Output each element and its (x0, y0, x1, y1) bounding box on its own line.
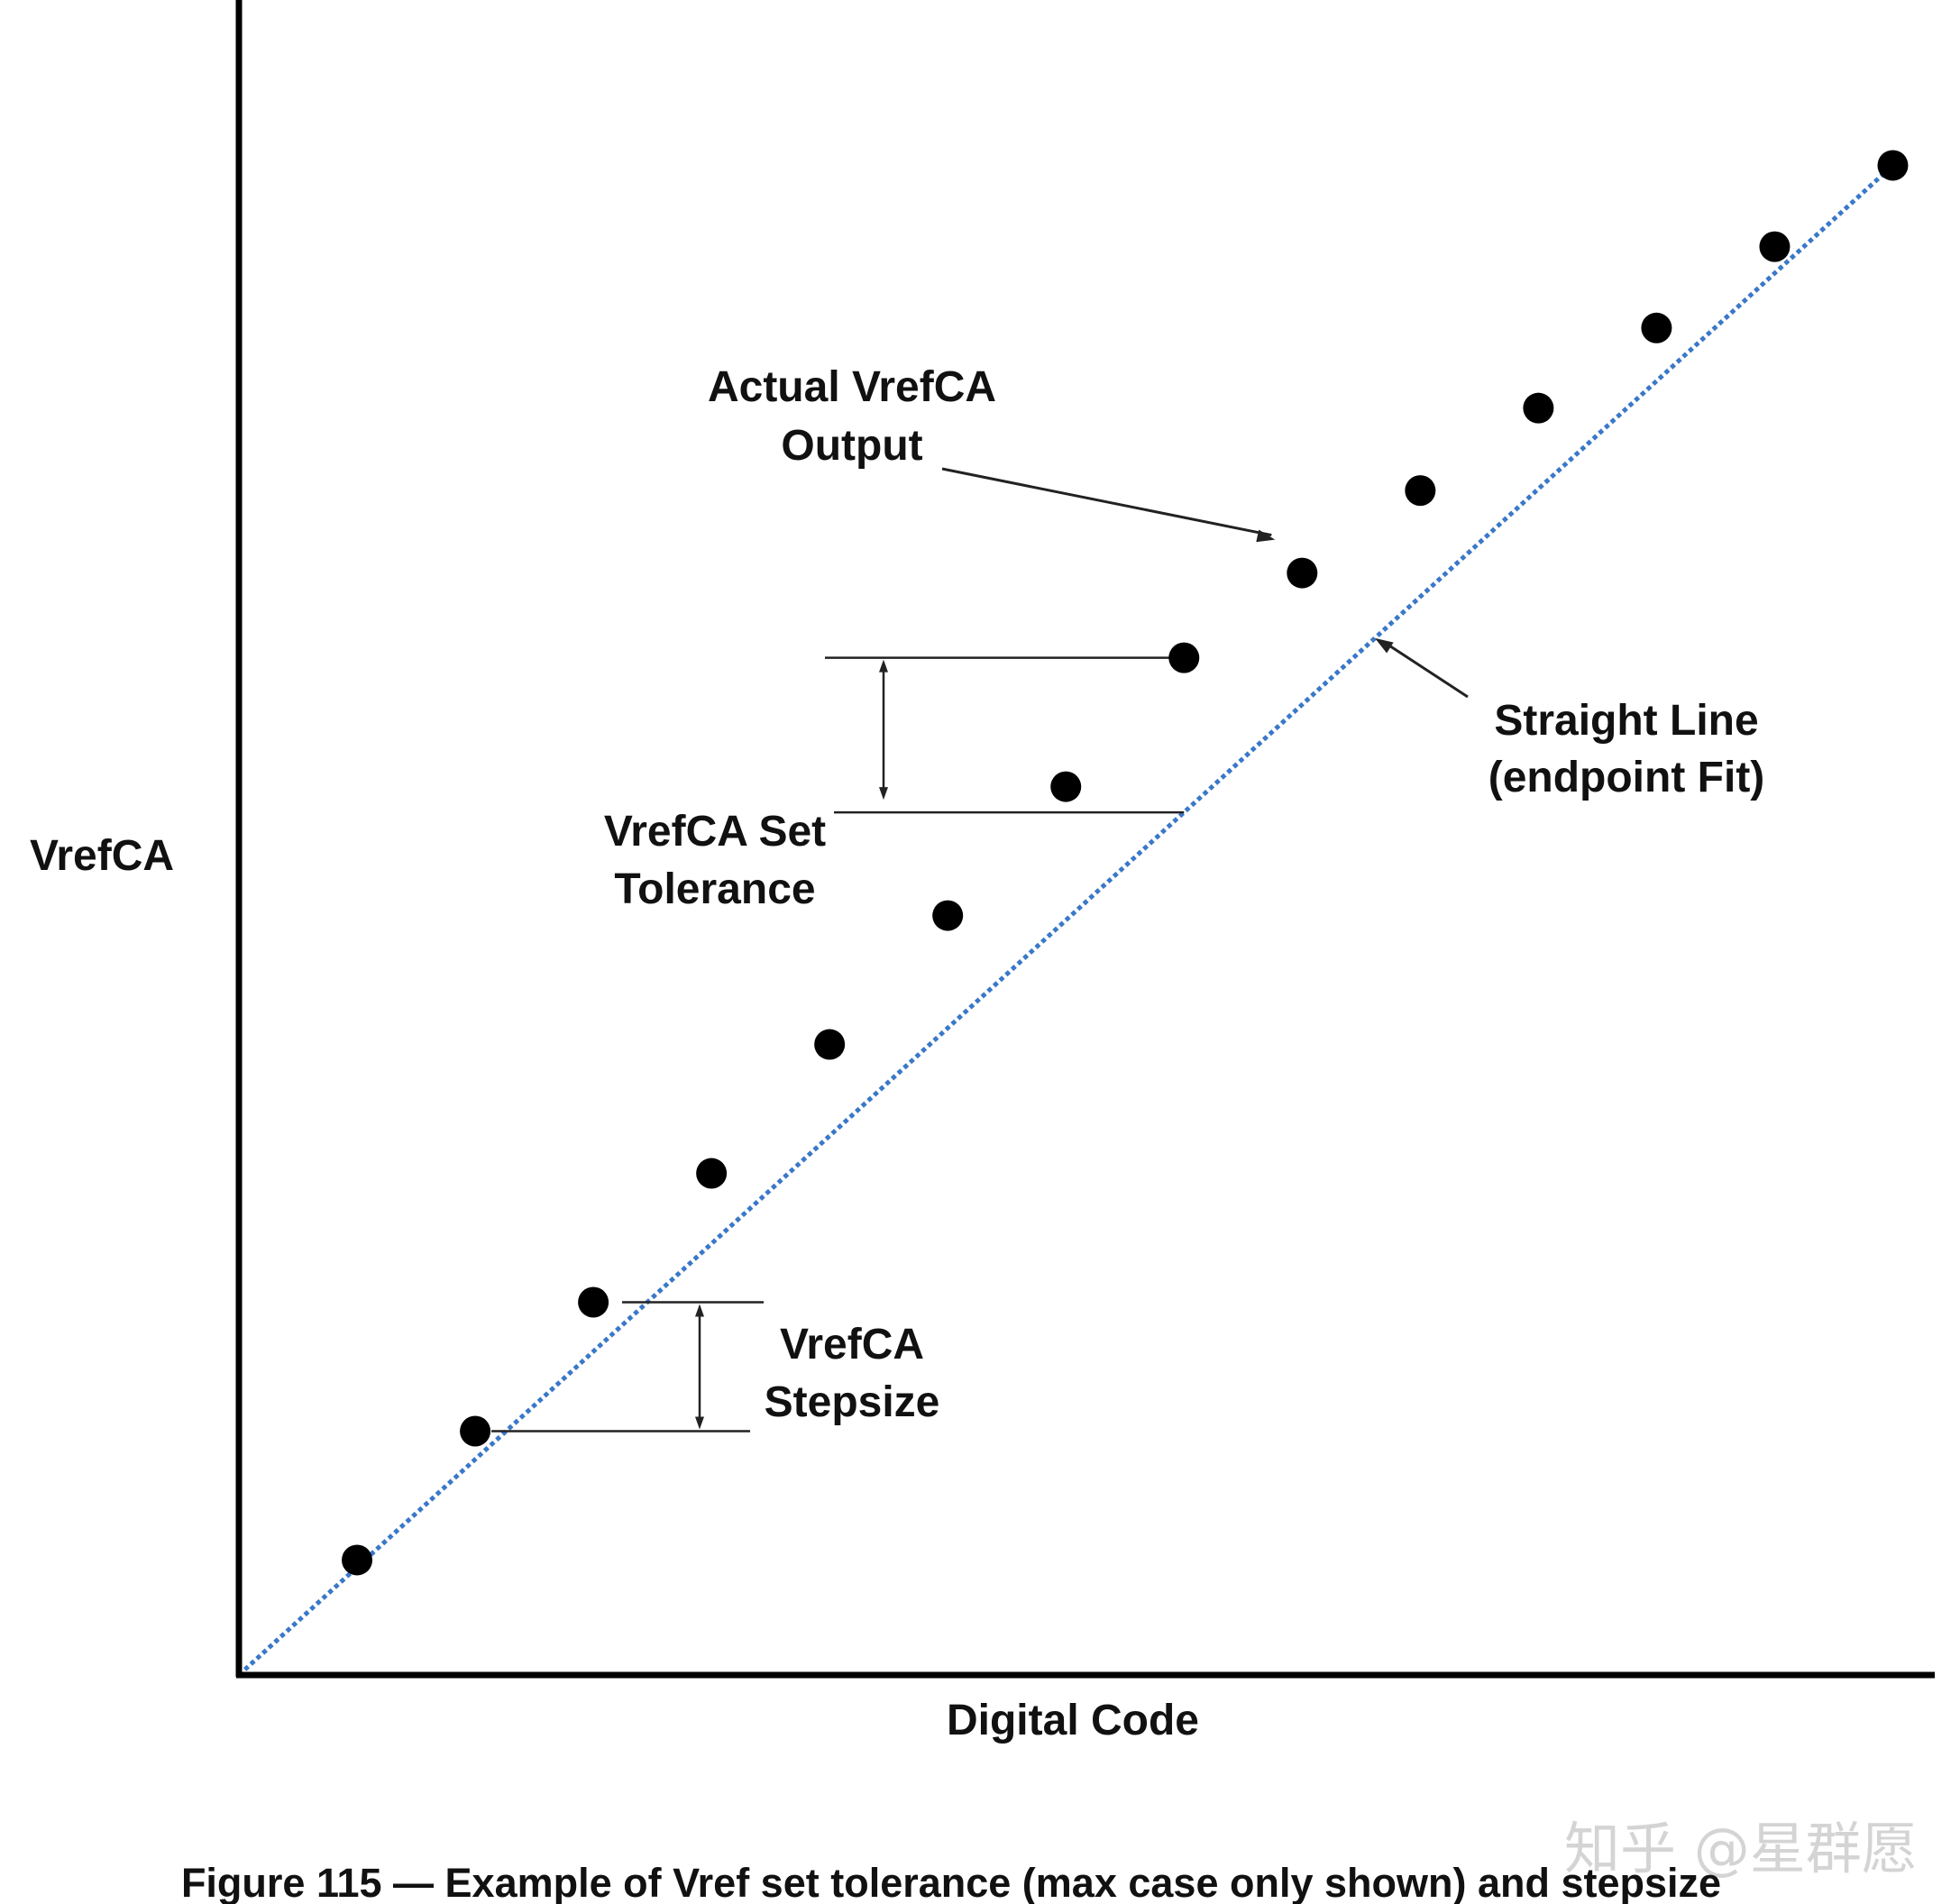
data-point (578, 1286, 609, 1318)
data-point (1405, 475, 1436, 507)
actual-output-arrowhead (1256, 529, 1276, 543)
straight-line-leader (1381, 639, 1469, 699)
data-point (1050, 771, 1082, 802)
x-axis-label: Digital Code (947, 1697, 1199, 1744)
data-point (342, 1544, 373, 1576)
figure-caption: Figure 115 — Example of Vref set toleran… (181, 1860, 1721, 1904)
annotation-stepsize-line1: VrefCA (780, 1321, 924, 1368)
data-point (814, 1029, 846, 1060)
annotation-set-tolerance-line2: Tolerance (614, 865, 815, 913)
endpoint-fit-line (237, 163, 1895, 1677)
data-point (1287, 557, 1318, 589)
annotation-stepsize-line2: Stepsize (765, 1378, 940, 1426)
data-point (1877, 150, 1909, 181)
stepsize-arrowhead-top (695, 1304, 704, 1317)
fit-line-layer (237, 163, 1895, 1677)
data-point (1759, 231, 1791, 262)
annotation-actual-output-line1: Actual VrefCA (708, 363, 996, 411)
data-point (460, 1415, 491, 1447)
watermark: 知乎 @星群愿 (1564, 1816, 1918, 1881)
data-point (932, 900, 964, 931)
data-points (342, 150, 1909, 1576)
data-point (696, 1158, 728, 1189)
actual-output-leader (941, 467, 1272, 537)
y-axis-label: VrefCA (30, 832, 174, 880)
data-point (1641, 312, 1672, 343)
data-point (1168, 642, 1200, 673)
annotation-straight-line-line2: (endpoint Fit) (1488, 754, 1765, 801)
stepsize-arrowhead-bottom (695, 1416, 704, 1430)
annotation-straight-line-line1: Straight Line (1494, 697, 1758, 745)
tolerance-arrowhead-top (879, 659, 888, 673)
annotation-set-tolerance-line1: VrefCA Set (604, 808, 826, 856)
data-point (1523, 392, 1554, 424)
straight-line-arrowhead (1375, 637, 1394, 654)
annotation-actual-output-line2: Output (781, 422, 922, 470)
tolerance-arrowhead-bottom (879, 787, 888, 801)
annotation-markers (491, 467, 1469, 1433)
